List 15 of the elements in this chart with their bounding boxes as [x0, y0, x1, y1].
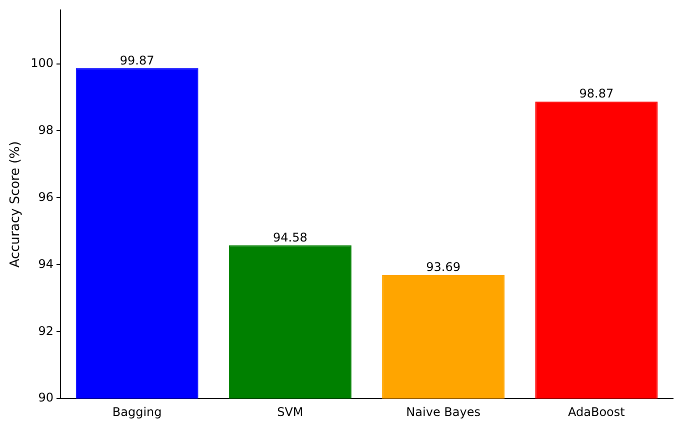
- x-tick-label: SVM: [277, 404, 304, 419]
- x-tick-label: Naive Bayes: [406, 404, 480, 419]
- data-label: 99.87: [120, 53, 154, 68]
- x-tick-label: Bagging: [112, 404, 162, 419]
- y-axis-title: Accuracy Score (%): [8, 141, 24, 268]
- y-tick-label: 98: [38, 122, 54, 137]
- y-tick-label: 96: [38, 190, 54, 204]
- y-tick-label: 94: [38, 256, 54, 271]
- y-tick-label: 100: [30, 56, 54, 70]
- data-label: 94.58: [273, 230, 308, 244]
- data-label: 98.87: [579, 86, 614, 101]
- y-tick-label: 90: [38, 390, 54, 405]
- x-tick-label: AdaBoost: [568, 404, 626, 419]
- y-tick-label: 92: [38, 324, 54, 338]
- data-label: 93.69: [426, 260, 460, 274]
